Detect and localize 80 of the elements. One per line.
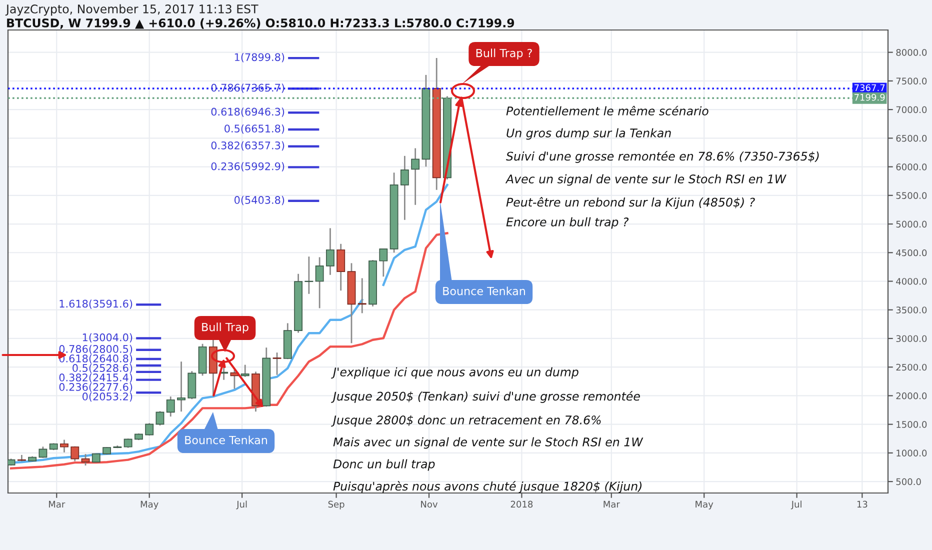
y-tick-label: 1500.0 xyxy=(896,421,927,428)
candlestick xyxy=(145,422,154,436)
candlestick xyxy=(60,439,68,454)
x-tick-label: May xyxy=(696,500,714,510)
candlestick xyxy=(166,396,175,418)
chart-title: JayzCrypto, November 15, 2017 11:13 EST xyxy=(5,4,258,16)
candlestick xyxy=(177,360,186,412)
annotation: J'explique ici que nous avons eu un dump xyxy=(331,367,578,379)
annotation: Suivi d'une grosse remontée en 78.6% (7350-7365$) xyxy=(506,151,819,163)
y-tick-label: 3000.0 xyxy=(896,335,927,342)
series-label: 0.618(6946.3) xyxy=(211,108,284,117)
annotation: Avec un signal de vente sur le Stoch RSI en 1W xyxy=(505,174,786,186)
y-tick-label: 7500.0 xyxy=(896,78,927,84)
ref-line-label: 7367.7 xyxy=(854,84,885,92)
annotation: Potentiellement le même scénario xyxy=(506,106,708,116)
candlestick xyxy=(326,227,334,276)
x-tick-label: 13 xyxy=(857,500,868,508)
annotation: Mais avec un signal de vente sur le Stoch RSI en 1W xyxy=(333,437,644,449)
annotation: Un gros dump sur la Tenkan xyxy=(506,128,671,140)
series-label: 0.786(7365.7) xyxy=(211,84,284,93)
annotation: Bull Trap ? xyxy=(476,48,532,60)
y-tick-label: 8000.0 xyxy=(896,49,927,56)
candlestick xyxy=(358,278,366,314)
y-tick-label: 7000.0 xyxy=(896,106,927,114)
series-label: 1(3004.0) xyxy=(82,333,132,342)
candlestick xyxy=(411,148,420,206)
annotation: Jusque 2800$ donc un retracement en 78.6% xyxy=(331,415,601,427)
candlestick xyxy=(38,446,48,458)
annotation: Puisqu'après nous avons chuté jusque 1820$ (Kijun) xyxy=(333,481,642,493)
candlestick xyxy=(379,248,388,278)
y-tick-label: 5500.0 xyxy=(896,192,927,199)
candlestick xyxy=(304,256,314,295)
series-label: 0.236(2277.6) xyxy=(59,382,132,392)
y-tick-label: 6500.0 xyxy=(896,134,927,142)
series-label: 1(7899.8) xyxy=(234,53,284,62)
series-label: 0.5(6651.8) xyxy=(224,124,284,134)
annotation: Donc un bull trap xyxy=(333,459,435,471)
series-label: 0.786(2800.5) xyxy=(59,344,132,354)
series-label: 0.236(5992.9) xyxy=(211,162,284,172)
x-tick-label: 2018 xyxy=(510,500,533,508)
y-tick-label: 1000.0 xyxy=(896,450,927,456)
y-tick-label: 5000.0 xyxy=(896,220,927,228)
x-tick-label: May xyxy=(140,500,158,510)
annotation: Encore un bull trap ? xyxy=(506,217,629,229)
annotation: Jusque 2050$ (Tenkan) suivi d'une grosse remontée xyxy=(331,391,640,403)
x-tick-label: Jul xyxy=(790,500,802,510)
candlestick xyxy=(336,243,346,292)
annotation: Bounce Tenkan xyxy=(185,436,267,444)
y-tick-label: 2000.0 xyxy=(896,392,927,400)
x-tick-label: Sep xyxy=(328,500,344,510)
annotation: Bull Trap xyxy=(202,322,248,334)
y-tick-label: 4000.0 xyxy=(896,278,927,285)
series-label: 0.618(2640.8) xyxy=(59,354,132,364)
candlestick xyxy=(70,446,80,462)
series-label: 0.382(6357.3) xyxy=(211,141,284,151)
candlestick xyxy=(240,364,250,378)
x-tick-label: Jul xyxy=(236,500,247,510)
series-label: 1.618(3591.6) xyxy=(60,300,132,309)
series-label: 0.382(2415.4) xyxy=(59,373,132,383)
y-tick-label: 500.0 xyxy=(896,478,921,486)
candlestick xyxy=(124,438,132,448)
y-tick-label: 6000.0 xyxy=(896,164,927,170)
chart-subtitle: BTCUSD, W 7199.9 ▲ +610.0 (+9.26%) O:5810.0 H:7233.3 L:5780.0 C:7199.9 xyxy=(7,18,514,29)
y-tick-label: 2500.0 xyxy=(896,364,927,371)
candlestick xyxy=(272,352,282,376)
y-tick-label: 3500.0 xyxy=(896,306,927,314)
x-tick-label: Mar xyxy=(49,500,66,508)
annotation: Bounce Tenkan xyxy=(443,286,525,296)
series-label: 0(2053.2) xyxy=(82,392,132,402)
series-label: 0(5403.8) xyxy=(234,196,284,206)
candlestick xyxy=(315,256,324,309)
x-tick-label: Mar xyxy=(604,500,620,508)
annotation: Peut-être un rebond sur la Kijun (4850$) ? xyxy=(506,197,755,209)
series-label: 0.5(2528.6) xyxy=(72,364,132,374)
candlestick xyxy=(400,155,409,221)
candlestick xyxy=(81,453,90,466)
candlestick xyxy=(156,410,164,426)
ref-line-label: 7199.9 xyxy=(854,94,885,101)
x-tick-label: Nov xyxy=(421,500,438,508)
y-tick-label: 4500.0 xyxy=(896,249,927,256)
